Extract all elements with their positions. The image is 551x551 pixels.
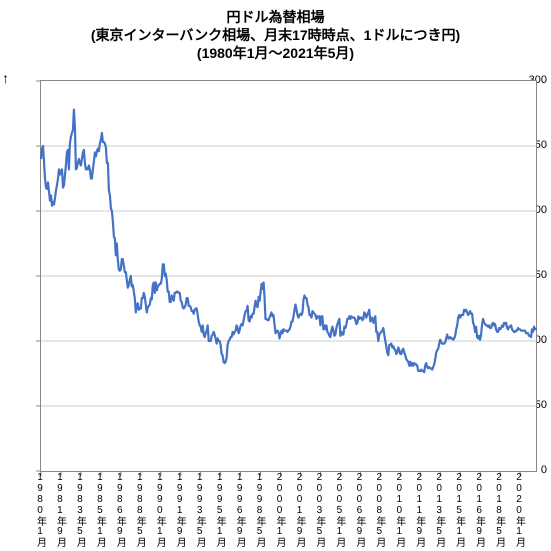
x-tick-label: 2006年9月 <box>352 472 367 547</box>
x-tick-label: 1996年9月 <box>232 472 247 547</box>
x-tick-label: 2003年5月 <box>312 472 327 547</box>
x-tick-label: 1990年1月 <box>152 472 167 547</box>
up-arrow-icon: ↑ <box>2 70 9 86</box>
x-tick-label: 2016年9月 <box>472 472 487 547</box>
title-line-3: (1980年1月〜2021年5月) <box>0 44 551 62</box>
x-tick-label: 1986年9月 <box>112 472 127 547</box>
x-tick-label: 2010年1月 <box>392 472 407 547</box>
plot-area <box>40 80 537 472</box>
chart-container: ↑ 円ドル為替相場 (東京インターバンク相場、月末17時時点、1ドルにつき円) … <box>0 0 551 551</box>
x-tick-label: 2011年9月 <box>412 472 427 547</box>
x-tick-label: 1983年5月 <box>72 472 87 547</box>
line-chart-svg <box>41 81 536 471</box>
x-tick-label: 2020年1月 <box>512 472 527 547</box>
x-tick-label: 1993年5月 <box>192 472 207 547</box>
x-tick-label: 1980年1月 <box>33 472 48 547</box>
x-tick-label: 2015年1月 <box>452 472 467 547</box>
title-line-2: (東京インターバンク相場、月末17時時点、1ドルにつき円) <box>0 26 551 44</box>
x-tick-label: 2008年5月 <box>372 472 387 547</box>
x-tick-label: 2018年5月 <box>492 472 507 547</box>
x-tick-label: 2013年5月 <box>432 472 447 547</box>
x-tick-label: 1991年9月 <box>172 472 187 547</box>
x-tick-label: 1981年9月 <box>52 472 67 547</box>
x-tick-label: 1998年5月 <box>252 472 267 547</box>
chart-title: 円ドル為替相場 (東京インターバンク相場、月末17時時点、1ドルにつき円) (1… <box>0 8 551 63</box>
x-tick-label: 2000年1月 <box>272 472 287 547</box>
x-tick-label: 2001年9月 <box>292 472 307 547</box>
x-tick-label: 1995年1月 <box>212 472 227 547</box>
x-tick-label: 1985年1月 <box>92 472 107 547</box>
x-tick-label: 2005年1月 <box>332 472 347 547</box>
title-line-1: 円ドル為替相場 <box>0 8 551 26</box>
x-tick-label: 1988年5月 <box>132 472 147 547</box>
exchange-rate-line <box>41 110 536 373</box>
